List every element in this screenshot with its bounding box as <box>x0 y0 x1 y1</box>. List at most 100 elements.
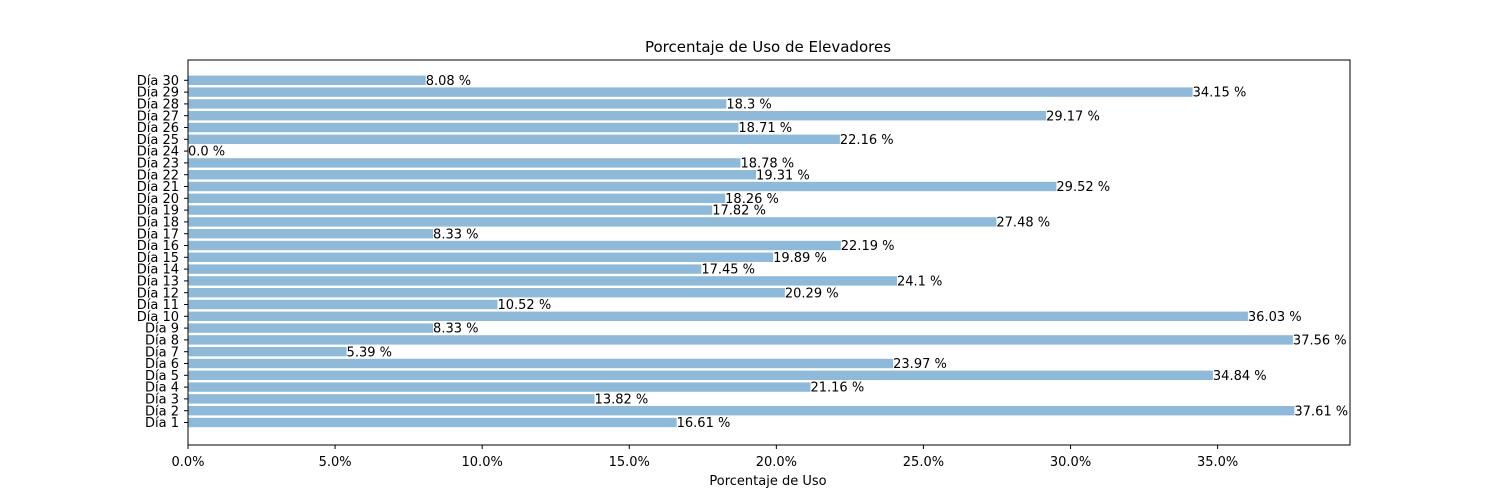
y-tick-label: Día 18 <box>137 216 179 231</box>
data-label: 18.26 % <box>725 192 779 207</box>
data-label: 34.84 % <box>1213 369 1267 384</box>
x-tick-label: 10.0% <box>462 455 503 470</box>
bar <box>188 87 1193 97</box>
y-tick-label: Día 15 <box>137 251 179 266</box>
bar <box>188 335 1293 345</box>
x-tick-label: 35.0% <box>1197 455 1238 470</box>
data-label: 10.52 % <box>497 298 551 313</box>
bar <box>188 252 774 262</box>
bar <box>188 217 997 227</box>
y-tick-label: Día 10 <box>137 310 179 325</box>
data-label: 8.33 % <box>433 227 478 242</box>
bar <box>188 122 739 133</box>
data-label: 22.19 % <box>841 239 895 254</box>
data-label: 22.16 % <box>840 133 894 148</box>
bar <box>188 205 713 215</box>
y-tick-label: Día 23 <box>137 157 179 172</box>
data-label: 18.71 % <box>738 121 792 136</box>
x-tick-label: 0.0% <box>171 455 204 470</box>
bar <box>188 134 840 144</box>
bars-layer <box>188 75 1295 428</box>
y-tick-label: Día 28 <box>137 98 179 113</box>
y-tick-label: Día 12 <box>137 286 179 301</box>
y-tick-label: Día 17 <box>137 227 179 242</box>
x-tick-label: 25.0% <box>903 455 944 470</box>
data-label: 13.82 % <box>595 393 649 408</box>
y-tick-label: Día 22 <box>137 168 179 183</box>
bar <box>188 288 785 298</box>
y-tick-label: Día 24 <box>137 145 179 160</box>
y-tick-label: Día 16 <box>137 239 179 254</box>
x-tick-label: 20.0% <box>756 455 797 470</box>
y-tick-label: Día 11 <box>137 298 179 313</box>
y-tick-label: Día 14 <box>137 263 179 278</box>
data-label: 16.61 % <box>677 416 731 431</box>
y-tick-label: Día 25 <box>137 133 179 148</box>
bar <box>188 170 757 180</box>
data-label: 8.33 % <box>433 322 478 337</box>
data-label: 24.1 % <box>897 275 942 290</box>
bar <box>188 99 727 109</box>
chart-title: Porcentaje de Uso de Elevadores <box>645 38 891 56</box>
x-tick-label: 5.0% <box>319 455 352 470</box>
x-tick-label: 15.0% <box>609 455 650 470</box>
bar <box>188 299 498 310</box>
data-label: 37.56 % <box>1293 334 1347 349</box>
bar <box>188 358 894 369</box>
y-tick-label: Día 4 <box>145 381 179 396</box>
data-label: 34.15 % <box>1193 86 1247 101</box>
bar <box>188 276 897 286</box>
bar <box>188 264 702 274</box>
data-label: 27.48 % <box>996 216 1050 231</box>
data-label: 36.03 % <box>1248 310 1302 325</box>
data-label: 5.39 % <box>347 345 392 360</box>
y-tick-label: Día 21 <box>137 180 179 195</box>
y-tick-label: Día 3 <box>145 393 179 408</box>
data-label: 20.29 % <box>785 286 839 301</box>
bar <box>188 75 426 85</box>
y-tick-label: Día 2 <box>145 404 179 419</box>
data-label: 21.16 % <box>810 381 864 396</box>
data-label: 0.0 % <box>188 145 225 160</box>
bar <box>188 111 1047 121</box>
y-tick-label: Día 7 <box>145 345 179 360</box>
y-tick-label: Día 13 <box>137 275 179 290</box>
x-tick-label: 30.0% <box>1050 455 1091 470</box>
data-label: 8.08 % <box>426 74 471 89</box>
data-labels-layer: 16.61 % 37.61 % 13.82 % 21.16 % 34.84 % 23.97… <box>188 74 1348 431</box>
data-label: 17.45 % <box>701 263 755 278</box>
bar <box>188 370 1213 380</box>
data-label: 23.97 % <box>893 357 947 372</box>
x-axis-label: Porcentaje de Uso <box>709 474 826 489</box>
data-label: 37.61 % <box>1294 404 1348 419</box>
y-tick-label: Día 9 <box>145 322 179 337</box>
bar <box>188 417 677 428</box>
plot-frame <box>187 59 1351 446</box>
bar <box>188 347 347 357</box>
bar <box>188 158 741 168</box>
data-label: 17.82 % <box>712 204 766 219</box>
bar <box>188 311 1248 321</box>
data-label: 19.31 % <box>756 168 810 183</box>
y-tick-label: Día 27 <box>137 109 179 124</box>
y-tick-label: Día 20 <box>137 192 179 207</box>
y-tick-label: Día 29 <box>137 86 179 101</box>
data-label: 29.17 % <box>1046 109 1100 124</box>
bar <box>188 323 434 333</box>
y-tick-label: Día 19 <box>137 204 179 219</box>
bar <box>188 193 726 203</box>
data-label: 19.89 % <box>773 251 827 266</box>
y-tick-label: Día 5 <box>145 369 179 384</box>
y-tick-label: Día 8 <box>145 334 179 349</box>
bar <box>188 229 434 239</box>
y-tick-label: Día 1 <box>145 416 179 431</box>
bar <box>188 382 811 392</box>
bar <box>188 406 1295 416</box>
data-label: 18.3 % <box>726 98 771 113</box>
y-tick-label: Día 30 <box>137 74 179 89</box>
x-axis: 0.0% 5.0% 10.0% 15.0% 20.0% 25.0% 30.0% 35.0% <box>171 445 1238 470</box>
bar <box>188 181 1057 192</box>
